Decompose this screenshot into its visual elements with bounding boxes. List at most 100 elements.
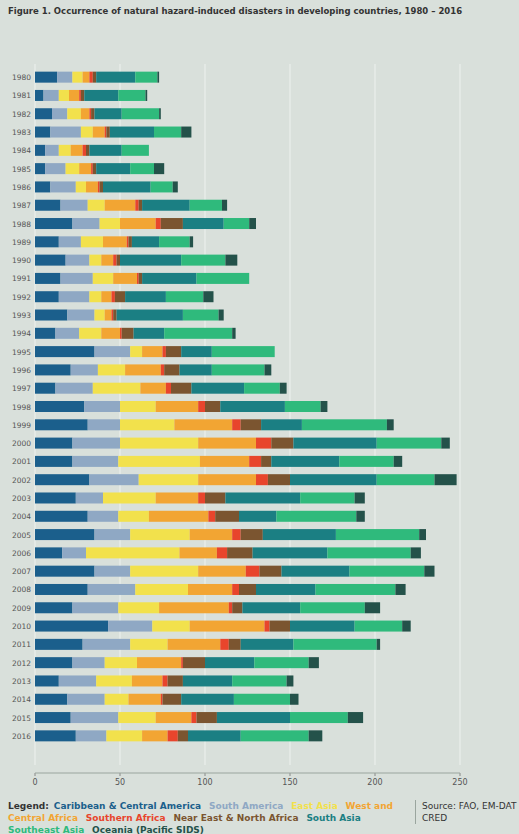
bar-segment (35, 145, 45, 156)
bar-segment (161, 364, 164, 375)
category-label: 1997 (12, 384, 31, 393)
bar-segment (181, 657, 183, 668)
bar-segment (151, 181, 173, 192)
legend-entry: Southeast Asia (8, 825, 84, 834)
bar-segment (241, 529, 263, 540)
bar-segment (224, 218, 250, 229)
bar-segment (154, 127, 181, 138)
bar-segment (79, 90, 81, 101)
bar-segment (395, 584, 405, 595)
bar-segment (256, 438, 271, 449)
bar-segment (159, 236, 190, 247)
bar-segment (198, 492, 205, 503)
bar-segment (120, 401, 156, 412)
bar-segment (113, 255, 116, 266)
bar-segment (198, 438, 256, 449)
bar-segment (71, 145, 83, 156)
bar-segment (232, 328, 235, 339)
bar-segment (93, 72, 96, 83)
bar-segment (66, 255, 90, 266)
bar-segment (159, 108, 161, 119)
bar-segment (35, 291, 59, 302)
bar-segment (164, 364, 179, 375)
bar-segment (81, 236, 103, 247)
bar-segment (424, 566, 434, 577)
bar-segment (35, 108, 52, 119)
bar-segment (44, 90, 59, 101)
bar-segment (35, 200, 61, 211)
bar-segment (130, 639, 167, 650)
category-label: 1991 (12, 274, 31, 283)
bar-segment (35, 456, 72, 467)
bar-segment (59, 291, 90, 302)
bar-segment (232, 529, 241, 540)
bar-segment (50, 127, 81, 138)
bar-segment (191, 383, 244, 394)
bar-segment (81, 108, 90, 119)
bar-segment (59, 90, 69, 101)
tick-label: 0 (32, 778, 37, 787)
bar-segment (118, 90, 145, 101)
bar-segment (146, 90, 148, 101)
bar-segment (76, 492, 103, 503)
bar-segment (156, 492, 199, 503)
bar-segment (197, 273, 250, 284)
bar-segment (118, 511, 149, 522)
legend-entry: South Asia (306, 813, 360, 823)
bar-segment (168, 639, 221, 650)
bar-segment (135, 584, 188, 595)
bar-segment (156, 712, 192, 723)
bar-segment (256, 584, 316, 595)
bar-segment (256, 474, 268, 485)
bar-segment (93, 127, 105, 138)
category-label: 1982 (12, 110, 31, 119)
bar-segment (113, 310, 116, 321)
bar-segment (100, 218, 120, 229)
bar-segment (259, 566, 281, 577)
bar-segment (105, 310, 112, 321)
category-label: 2008 (12, 585, 31, 594)
bar-segment (142, 273, 196, 284)
bar-segment (59, 675, 96, 686)
bar-segment (265, 621, 270, 632)
bar-segment (72, 218, 99, 229)
category-label: 2012 (12, 659, 31, 668)
bar-segment (67, 310, 94, 321)
bar-segment (166, 346, 181, 357)
bar-segment (118, 602, 159, 613)
bar-segment (254, 657, 308, 668)
bar-segment (101, 328, 120, 339)
category-label: 1980 (12, 73, 31, 82)
bar-segment (222, 200, 227, 211)
bar-segment (122, 108, 159, 119)
bar-segment (249, 218, 256, 229)
tick-label: 50 (115, 778, 125, 787)
category-label: 1989 (12, 238, 31, 247)
bar-segment (348, 712, 363, 723)
bar-segment (356, 511, 365, 522)
bar-segment (129, 236, 132, 247)
category-label: 1984 (12, 146, 31, 155)
bar-segment (35, 127, 50, 138)
bar-segment (35, 255, 66, 266)
category-label: 2005 (12, 531, 31, 540)
category-label: 2015 (12, 714, 31, 723)
bar-segment (81, 127, 93, 138)
bar-segment (120, 419, 174, 430)
bar-segment (300, 602, 365, 613)
bar-segment (113, 273, 137, 284)
bar-segment (135, 200, 138, 211)
bar-segment (35, 584, 88, 595)
category-label: 1983 (12, 128, 31, 137)
bar-segment (83, 145, 86, 156)
bar-segment (130, 346, 142, 357)
bar-segment (117, 255, 120, 266)
bar-segment (142, 346, 162, 357)
bar-segment (89, 291, 101, 302)
bar-segment (321, 401, 328, 412)
legend: Legend:Caribbean & Central America South… (8, 800, 403, 834)
bar-segment (35, 492, 76, 503)
bar-segment (79, 328, 101, 339)
bar-segment (103, 181, 151, 192)
bar-segment (35, 639, 83, 650)
